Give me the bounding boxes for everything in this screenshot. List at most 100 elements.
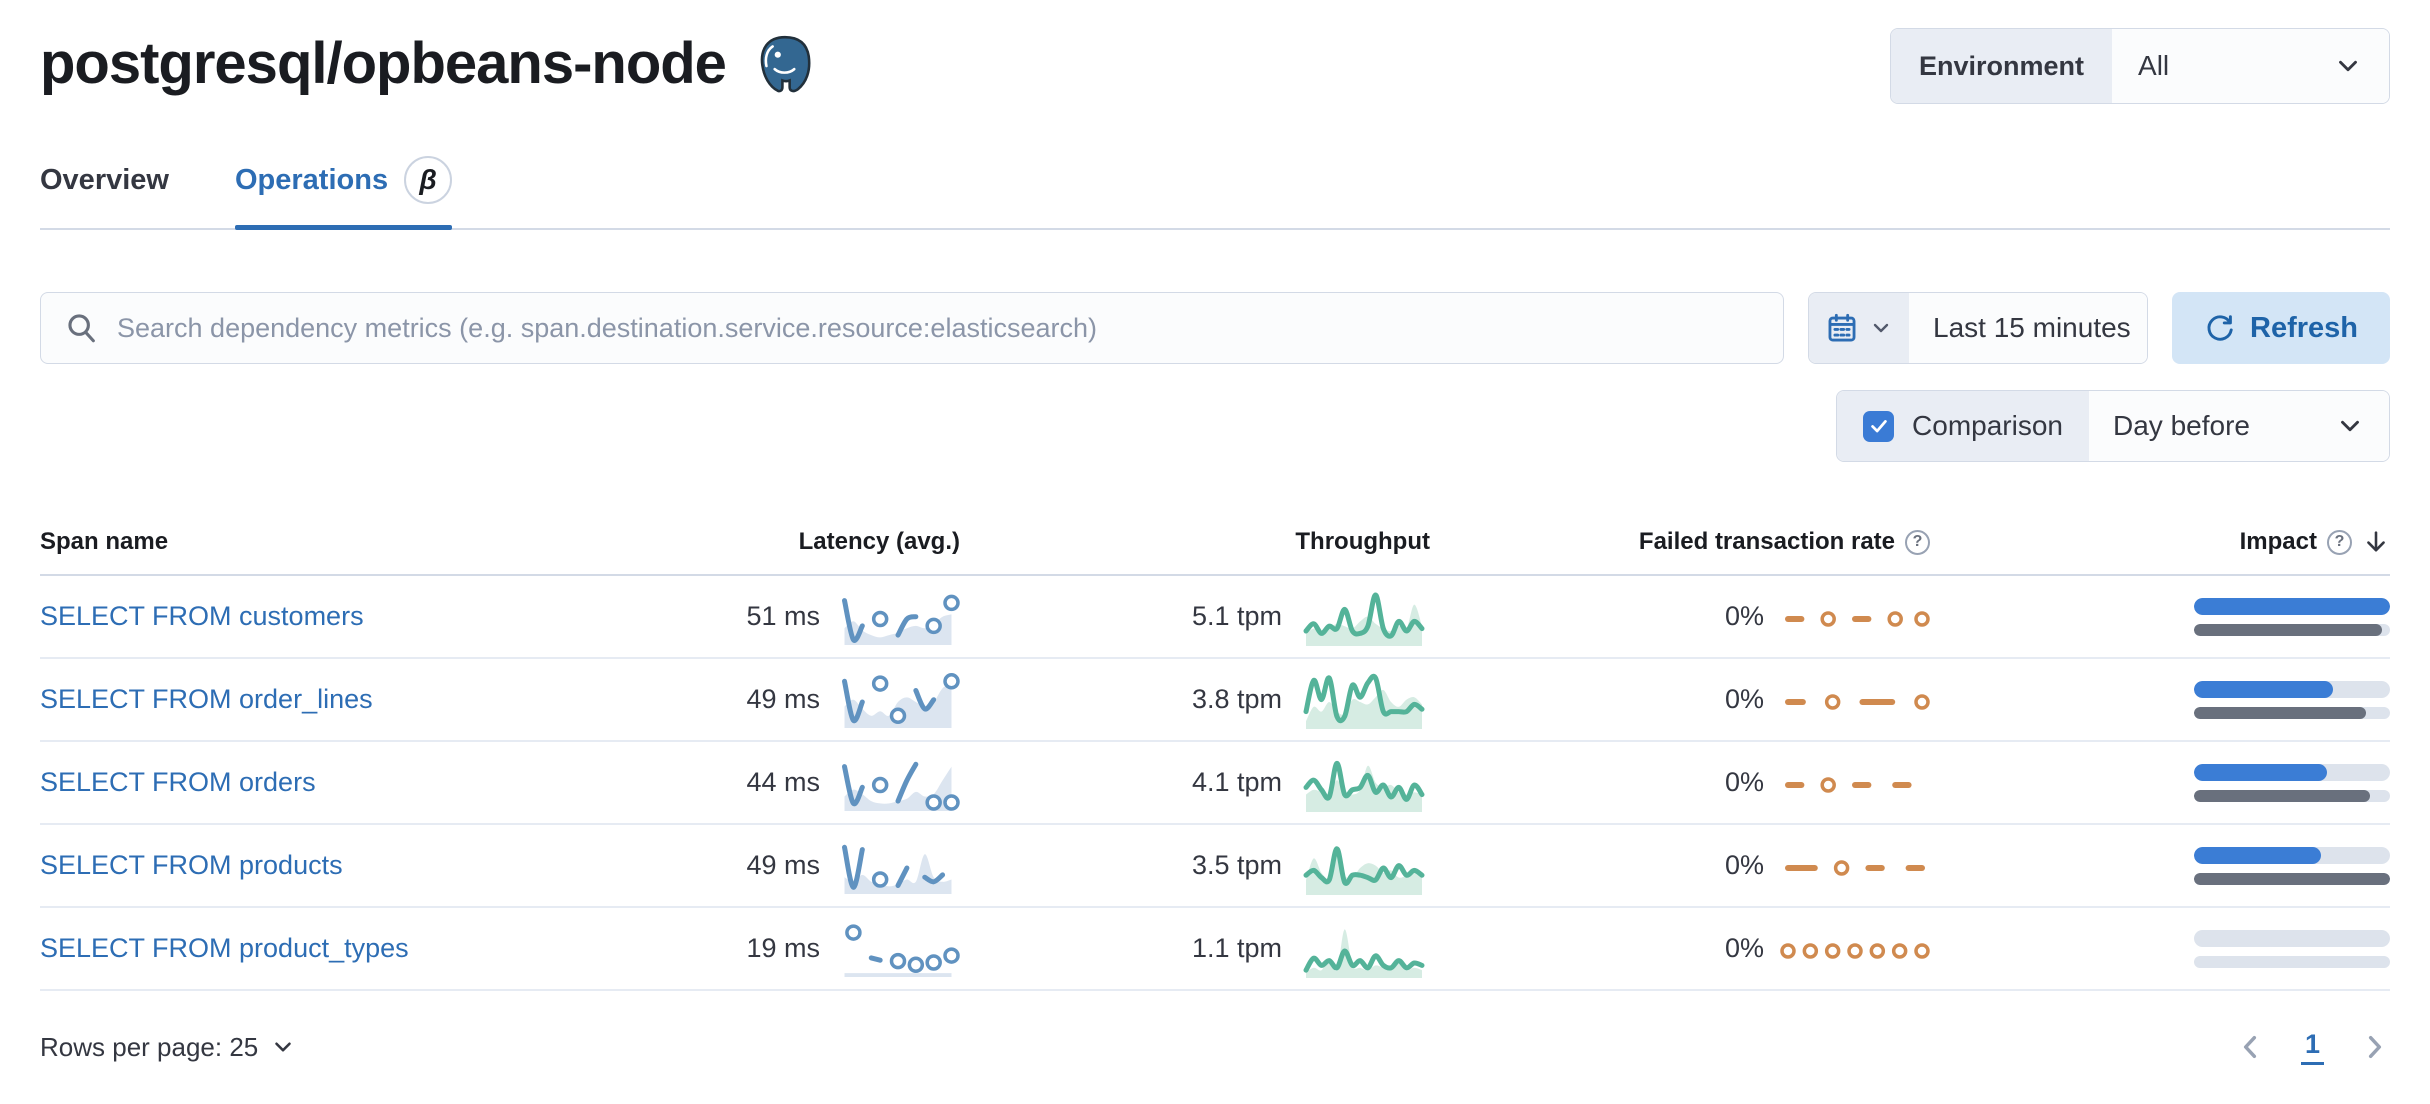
chevron-down-icon bbox=[1873, 323, 1889, 333]
comparison-label: Comparison bbox=[1912, 410, 2063, 441]
throughput-sparkline bbox=[1303, 673, 1425, 729]
col-span-name: Span name bbox=[40, 528, 169, 555]
failed-rate-sparkline bbox=[1785, 693, 1930, 710]
info-icon[interactable]: ? bbox=[1905, 529, 1930, 555]
throughput-value: 4.1 tpm bbox=[1191, 767, 1282, 797]
impact-bar-previous bbox=[2194, 706, 2367, 719]
check-icon bbox=[1870, 420, 1887, 433]
table-row: SELECT FROM orders 44 ms 4.1 tpm 0% bbox=[40, 742, 2390, 825]
operations-table: Span name Latency (avg.) Throughput Fail… bbox=[40, 528, 2390, 991]
chevron-down-icon bbox=[2339, 60, 2357, 72]
failed-rate-value: 0% bbox=[1724, 933, 1764, 963]
table-header: Span name Latency (avg.) Throughput Fail… bbox=[40, 528, 2390, 576]
throughput-value: 1.1 tpm bbox=[1191, 933, 1282, 963]
rows-per-page-button[interactable]: Rows per page: 25 bbox=[40, 1032, 296, 1063]
latency-value: 49 ms bbox=[746, 684, 820, 714]
span-name-link[interactable]: SELECT FROM product_types bbox=[40, 933, 409, 963]
throughput-sparkline bbox=[1303, 845, 1425, 895]
impact-bar-previous bbox=[2194, 872, 2390, 885]
throughput-value: 5.1 tpm bbox=[1191, 601, 1282, 631]
impact-indicator bbox=[2194, 929, 2390, 968]
chevron-right-icon bbox=[2368, 1035, 2382, 1059]
col-impact[interactable]: Impact? bbox=[1930, 528, 2390, 556]
impact-bar-current bbox=[2194, 763, 2328, 781]
failed-rate-sparkline bbox=[1785, 776, 1912, 793]
postgresql-icon bbox=[760, 35, 811, 93]
failed-rate-sparkline bbox=[1780, 942, 1930, 959]
sort-desc-icon[interactable] bbox=[2362, 528, 2390, 556]
dependency-operations-page: postgresql/opbeans-node Environment All … bbox=[40, 28, 2390, 1065]
search-icon bbox=[68, 314, 95, 343]
chevron-down-icon bbox=[2341, 420, 2359, 432]
table-row: SELECT FROM customers 51 ms 5.1 tpm 0% bbox=[40, 576, 2390, 659]
span-name-link[interactable]: SELECT FROM orders bbox=[40, 767, 316, 797]
comparison-select[interactable]: Day before bbox=[2089, 391, 2389, 461]
environment-select: Environment All bbox=[1890, 28, 2390, 104]
col-throughput: Throughput bbox=[1295, 528, 1430, 555]
page-title: postgresql/opbeans-node bbox=[40, 30, 727, 96]
failed-rate-sparkline bbox=[1785, 859, 1925, 876]
failed-rate-value: 0% bbox=[1724, 601, 1764, 631]
failed-rate-sparkline bbox=[1785, 610, 1930, 627]
comparison-toggle[interactable]: Comparison bbox=[1837, 391, 2089, 461]
chevron-left-icon bbox=[2243, 1035, 2257, 1059]
table-body: SELECT FROM customers 51 ms 5.1 tpm 0% S… bbox=[40, 576, 2390, 991]
failed-rate-value: 0% bbox=[1724, 850, 1764, 880]
page-number[interactable]: 1 bbox=[2300, 1029, 2324, 1065]
latency-sparkline bbox=[842, 761, 960, 811]
beta-badge: β bbox=[404, 156, 453, 204]
comparison-row: Comparison Day before bbox=[40, 390, 2390, 462]
impact-bar-previous bbox=[2194, 789, 2371, 802]
span-name-link[interactable]: SELECT FROM order_lines bbox=[40, 684, 373, 714]
info-icon[interactable]: ? bbox=[2327, 529, 2352, 555]
date-picker: Last 15 minutes bbox=[1808, 292, 2148, 364]
search-input[interactable] bbox=[117, 312, 1773, 344]
col-failed-rate: Failed transaction rate? bbox=[1430, 528, 1930, 556]
calendar-icon bbox=[1828, 313, 1856, 342]
failed-rate-value: 0% bbox=[1724, 767, 1764, 797]
refresh-button[interactable]: Refresh bbox=[2172, 292, 2390, 364]
environment-label: Environment bbox=[1891, 29, 2113, 103]
span-name-link[interactable]: SELECT FROM customers bbox=[40, 601, 364, 631]
tab-operations[interactable]: Operations β bbox=[234, 156, 453, 230]
search-box bbox=[40, 292, 1784, 364]
tab-overview[interactable]: Overview bbox=[40, 163, 169, 196]
latency-sparkline bbox=[844, 923, 960, 977]
throughput-value: 3.8 tpm bbox=[1191, 684, 1282, 714]
impact-indicator bbox=[2194, 846, 2390, 885]
impact-bar-current bbox=[2194, 597, 2390, 615]
next-page-button[interactable] bbox=[2358, 1031, 2390, 1063]
comparison-checkbox[interactable] bbox=[1863, 410, 1895, 442]
refresh-icon bbox=[2207, 315, 2233, 341]
span-name-link[interactable]: SELECT FROM products bbox=[40, 850, 343, 880]
impact-bar-current bbox=[2194, 846, 2322, 864]
prev-page-button[interactable] bbox=[2235, 1031, 2267, 1063]
environment-value: All bbox=[2138, 50, 2170, 81]
latency-sparkline bbox=[842, 672, 960, 728]
throughput-sparkline bbox=[1303, 760, 1425, 812]
failed-rate-value: 0% bbox=[1724, 684, 1764, 714]
impact-bar-previous bbox=[2194, 623, 2383, 636]
environment-dropdown[interactable]: All bbox=[2112, 29, 2389, 103]
date-picker-quick-menu[interactable] bbox=[1809, 293, 1909, 363]
throughput-sparkline bbox=[1303, 591, 1425, 646]
throughput-value: 3.5 tpm bbox=[1191, 850, 1282, 880]
pagination: 1 bbox=[2235, 1029, 2390, 1065]
table-row: SELECT FROM order_lines 49 ms 3.8 tpm 0% bbox=[40, 659, 2390, 742]
tab-bar: Overview Operations β bbox=[40, 156, 2390, 230]
latency-value: 49 ms bbox=[746, 850, 820, 880]
latency-sparkline bbox=[842, 844, 952, 894]
time-range-button[interactable]: Last 15 minutes bbox=[1909, 293, 2147, 363]
table-row: SELECT FROM product_types 19 ms 1.1 tpm … bbox=[40, 908, 2390, 991]
chevron-down-icon bbox=[275, 1042, 292, 1052]
page-header: postgresql/opbeans-node Environment All bbox=[40, 28, 2390, 104]
comparison-value: Day before bbox=[2113, 410, 2250, 441]
impact-bar-current bbox=[2194, 680, 2334, 698]
latency-sparkline bbox=[842, 594, 960, 645]
impact-indicator bbox=[2194, 680, 2390, 719]
impact-indicator bbox=[2194, 763, 2390, 802]
comparison-control: Comparison Day before bbox=[1836, 390, 2390, 462]
table-row: SELECT FROM products 49 ms 3.5 tpm 0% bbox=[40, 825, 2390, 908]
latency-value: 51 ms bbox=[746, 601, 820, 631]
impact-indicator bbox=[2194, 597, 2390, 636]
